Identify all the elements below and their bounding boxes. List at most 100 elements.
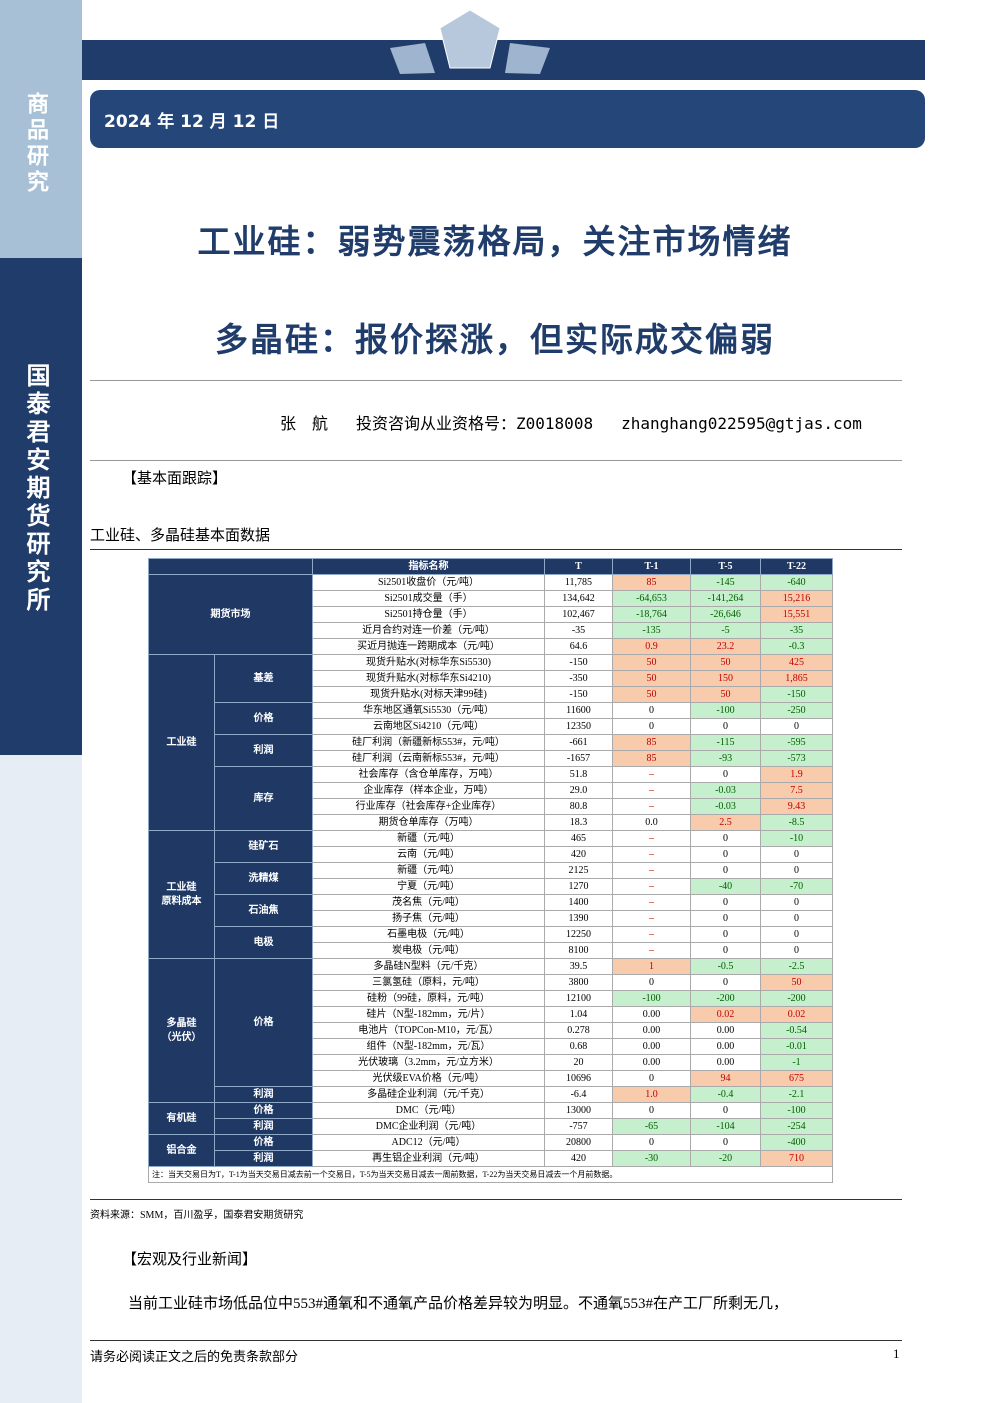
- section-heading: 【基本面跟踪】: [122, 471, 228, 487]
- indicator-name: Si2501持仓量（手）: [312, 606, 545, 623]
- sidebar-bottom: [0, 755, 82, 1403]
- value-cell: 85: [612, 734, 691, 751]
- indicator-name: DMC（元/吨）: [312, 1102, 545, 1119]
- value-cell: 2125: [544, 862, 613, 879]
- value-cell: 15,551: [760, 606, 833, 623]
- value-cell: 50: [612, 670, 691, 687]
- group-label: 有机硅: [148, 1102, 215, 1135]
- indicator-name: 电池片（TOPCon-M10，元/瓦）: [312, 1022, 545, 1039]
- value-cell: -115: [690, 734, 761, 751]
- value-cell: -595: [760, 734, 833, 751]
- value-cell: -254: [760, 1118, 833, 1135]
- divider: [90, 460, 902, 461]
- table-row: 指标名称 T T-1 T-5 T-22: [148, 558, 833, 575]
- indicator-name: 现货升贴水(对标天津99硅): [312, 686, 545, 703]
- sub-label: 利润: [214, 1118, 313, 1135]
- value-cell: 0.02: [690, 1006, 761, 1023]
- value-cell: 0: [760, 718, 833, 735]
- value-cell: –: [612, 910, 691, 927]
- value-cell: 7.5: [760, 782, 833, 799]
- divider: [90, 1199, 902, 1200]
- value-cell: -0.3: [760, 638, 833, 655]
- value-cell: 1.9: [760, 766, 833, 783]
- indicator-name: Si2501收盘价（元/吨）: [312, 574, 545, 591]
- value-cell: -8.5: [760, 814, 833, 831]
- value-cell: 0.00: [612, 1006, 691, 1023]
- value-cell: –: [612, 798, 691, 815]
- value-cell: -141,264: [690, 590, 761, 607]
- value-cell: -64,653: [612, 590, 691, 607]
- value-cell: 11,785: [544, 574, 613, 591]
- value-cell: 0: [690, 910, 761, 927]
- sidebar-label: 国泰君安期货研究所: [22, 363, 48, 615]
- value-cell: 0: [690, 766, 761, 783]
- table-row: 石油焦 茂名焦（元/吨） 1400–0 0: [149, 894, 833, 927]
- value-cell: -350: [544, 670, 613, 687]
- value-cell: -250: [760, 702, 833, 719]
- header-bar: [82, 40, 925, 80]
- table-row: 注：当天交易日为T，T-1为当天交易日减去前一个交易日，T-5为当天交易日减去一…: [148, 1166, 833, 1183]
- value-cell: 0.00: [612, 1022, 691, 1039]
- value-cell: 0: [690, 846, 761, 863]
- data-table: 指标名称 T T-1 T-5 T-22 期货市场 Si2501收盘价（元/吨） 11,785 8…: [148, 558, 833, 1183]
- value-cell: 0.9: [612, 638, 691, 655]
- table-row: 库存 社会库存（含仓单库存，万吨） 51.8–0 1.9: [149, 766, 833, 831]
- value-cell: -135: [612, 622, 691, 639]
- header-cell: [148, 558, 313, 575]
- sub-label: 价格: [214, 1134, 313, 1151]
- header-cell: 指标名称: [312, 558, 545, 575]
- value-cell: –: [612, 782, 691, 799]
- value-cell: 675: [760, 1070, 833, 1087]
- value-cell: 13000: [544, 1102, 613, 1119]
- value-cell: -6.4: [544, 1086, 613, 1103]
- value-cell: 50: [760, 974, 833, 991]
- value-cell: 15,216: [760, 590, 833, 607]
- value-cell: -640: [760, 574, 833, 591]
- indicator-name: 硅粉（99硅，原料，元/吨）: [312, 990, 545, 1007]
- value-cell: –: [612, 926, 691, 943]
- table-row: 利润 硅厂利润（新疆新标553#，元/吨） -661 85 -115 -595: [149, 734, 833, 767]
- table-row: 扬子焦（元/吨） 1390–0 0: [149, 910, 833, 927]
- value-cell: 23.2: [690, 638, 761, 655]
- table-row: 铝合金 价格 ADC12（元/吨） 20800 0 0 -400: [148, 1134, 833, 1167]
- value-cell: 0: [760, 942, 833, 959]
- value-cell: -20: [690, 1150, 761, 1167]
- value-cell: 465: [544, 830, 613, 847]
- value-cell: 50: [690, 686, 761, 703]
- value-cell: 85: [612, 750, 691, 767]
- value-cell: -5: [690, 622, 761, 639]
- value-cell: 0: [760, 846, 833, 863]
- title: 工业硅：弱势震荡格局，关注市场情绪: [197, 225, 793, 261]
- group-label: 多晶硅 （光伏）: [148, 958, 215, 1103]
- table-row: 现货升贴水(对标天津99硅) -150 50 50 -150: [149, 686, 833, 703]
- value-cell: 0.68: [544, 1038, 613, 1055]
- divider: [90, 1340, 902, 1341]
- table-row: 三氯氢硅（原料，元/吨） 3800 0 0 50: [149, 974, 833, 991]
- table-row: 利润 多晶硅企业利润（元/千克） -6.4 1.0 -0.4 -2.1: [149, 1086, 833, 1103]
- indicator-name: DMC企业利润（元/吨）: [312, 1118, 545, 1135]
- table-row: 硅粉（99硅，原料，元/吨） 12100 -100 -200 -200: [149, 990, 833, 1007]
- value-cell: 1: [612, 958, 691, 975]
- indicator-name: 新疆（元/吨）: [312, 862, 545, 879]
- group-label: 铝合金: [148, 1134, 215, 1167]
- indicator-name: 社会库存（含仓单库存，万吨）: [312, 766, 545, 783]
- indicator-name: 现货升贴水(对标华东Si4210): [312, 670, 545, 687]
- value-cell: -10: [760, 830, 833, 847]
- value-cell: -200: [760, 990, 833, 1007]
- value-cell: 9.43: [760, 798, 833, 815]
- divider: [90, 380, 902, 381]
- value-cell: 0: [612, 718, 691, 735]
- value-cell: 0: [760, 862, 833, 879]
- header-cell: T-1: [612, 558, 691, 575]
- paragraph: 当前工业硅市场低品位中553#通氧和不通氧产品价格差异较为明显。不通氧553#在…: [128, 1296, 789, 1312]
- value-cell: -18,764: [612, 606, 691, 623]
- value-cell: 0: [690, 942, 761, 959]
- indicator-name: 买近月抛连一跨期成本（元/吨）: [312, 638, 545, 655]
- value-cell: -100: [760, 1102, 833, 1119]
- title: 多晶硅：报价探涨，但实际成交偏弱: [215, 323, 775, 359]
- value-cell: -35: [544, 622, 613, 639]
- value-cell: 0.00: [612, 1054, 691, 1071]
- indicator-name: 新疆（元/吨）: [312, 830, 545, 847]
- divider: [90, 549, 902, 550]
- indicator-name: Si2501成交量（手）: [312, 590, 545, 607]
